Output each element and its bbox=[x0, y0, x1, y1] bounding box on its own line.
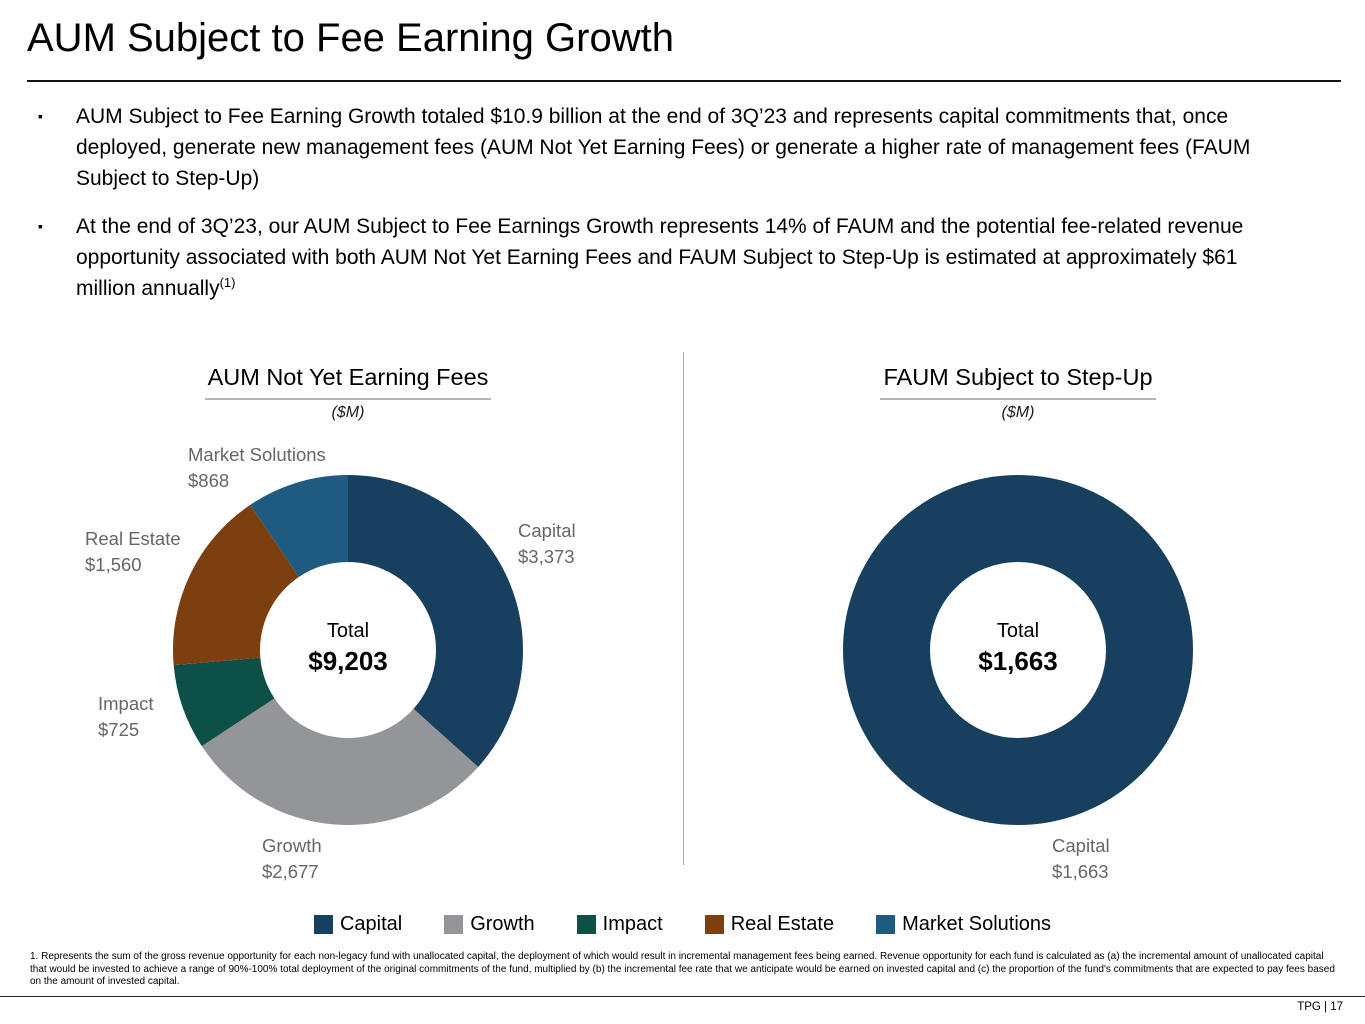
donut-segment-capital bbox=[843, 475, 1193, 825]
left-chart-subtitle: ($M) bbox=[331, 404, 365, 421]
bullet-item: AUM Subject to Fee Earning Growth totale… bbox=[36, 101, 1286, 194]
legend-item-impact: Impact bbox=[576, 913, 663, 936]
legend-label: Growth bbox=[470, 913, 535, 935]
slice-name: Capital bbox=[518, 520, 576, 541]
slice-name: Market Solutions bbox=[188, 444, 326, 465]
legend-label: Capital bbox=[339, 913, 403, 935]
slice-value: $2,677 bbox=[262, 861, 319, 882]
legend-swatch-market-solutions bbox=[876, 915, 896, 934]
left-donut-center: Total $9,203 bbox=[248, 620, 448, 677]
slice-value: $868 bbox=[188, 470, 230, 491]
donut-segment-market-solutions bbox=[250, 475, 348, 578]
title-divider bbox=[27, 80, 1341, 82]
slice-value: $1,560 bbox=[85, 554, 142, 575]
left-donut-chart bbox=[173, 475, 523, 825]
right-total-label: Total bbox=[996, 620, 1040, 642]
bullet-text: AUM Subject to Fee Earning Growth totale… bbox=[76, 105, 1251, 190]
bullet-list: AUM Subject to Fee Earning Growth totale… bbox=[36, 101, 1328, 321]
slice-name: Real Estate bbox=[85, 528, 181, 549]
page-number: TPG | 17 bbox=[1297, 1001, 1343, 1013]
donut-segment-capital bbox=[348, 475, 523, 767]
label-growth: Growth $2,677 bbox=[262, 833, 322, 885]
right-chart-title: FAUM Subject to Step-Up bbox=[880, 364, 1156, 400]
right-chart-title-wrap: FAUM Subject to Step-Up bbox=[818, 364, 1218, 400]
bullet-text: At the end of 3Q’23, our AUM Subject to … bbox=[76, 215, 1244, 300]
legend-swatch-impact bbox=[576, 915, 596, 934]
slice-value: $3,373 bbox=[518, 546, 575, 567]
left-total-value: $9,203 bbox=[308, 646, 388, 676]
legend-item-real-estate: Real Estate bbox=[704, 913, 835, 936]
footnote: 1. Represents the sum of the gross reven… bbox=[30, 951, 1335, 987]
donut-segment-growth bbox=[201, 698, 479, 825]
slice-value: $1,663 bbox=[1052, 861, 1109, 882]
left-total-label: Total bbox=[326, 620, 370, 642]
slice-name: Capital bbox=[1052, 835, 1110, 856]
legend-item-growth: Growth bbox=[444, 913, 535, 936]
label-market-solutions: Market Solutions $868 bbox=[188, 442, 326, 494]
legend-swatch-capital bbox=[313, 915, 333, 934]
chart-legend: Capital Growth Impact Real Estate Market… bbox=[0, 913, 1365, 936]
legend-item-capital: Capital bbox=[313, 913, 403, 936]
slice-name: Impact bbox=[98, 693, 154, 714]
footnote-ref: (1) bbox=[219, 275, 236, 290]
footer-divider bbox=[0, 996, 1365, 997]
legend-swatch-growth bbox=[444, 915, 464, 934]
legend-swatch-real-estate bbox=[704, 915, 724, 934]
left-chart-title: AUM Not Yet Earning Fees bbox=[204, 364, 492, 400]
charts-divider bbox=[683, 352, 684, 865]
label-real-estate: Real Estate $1,560 bbox=[85, 526, 181, 578]
legend-label: Impact bbox=[602, 913, 663, 935]
page-title: AUM Subject to Fee Earning Growth bbox=[27, 16, 674, 60]
label-impact: Impact $725 bbox=[98, 691, 154, 743]
right-donut-chart bbox=[843, 475, 1193, 825]
legend-item-market-solutions: Market Solutions bbox=[876, 913, 1051, 936]
label-capital-right: Capital $1,663 bbox=[1052, 833, 1110, 885]
right-total-value: $1,663 bbox=[978, 646, 1058, 676]
label-capital-left: Capital $3,373 bbox=[518, 518, 576, 570]
donut-segment-impact bbox=[173, 657, 275, 747]
slice-value: $725 bbox=[98, 719, 140, 740]
legend-label: Real Estate bbox=[730, 913, 835, 935]
legend-label: Market Solutions bbox=[902, 913, 1052, 935]
right-chart-subtitle: ($M) bbox=[1001, 404, 1035, 421]
bullet-item: At the end of 3Q’23, our AUM Subject to … bbox=[36, 211, 1286, 304]
donut-segment-real-estate bbox=[173, 504, 299, 666]
slice-name: Growth bbox=[262, 835, 322, 856]
right-donut-center: Total $1,663 bbox=[918, 620, 1118, 677]
left-chart-title-wrap: AUM Not Yet Earning Fees bbox=[148, 364, 548, 400]
